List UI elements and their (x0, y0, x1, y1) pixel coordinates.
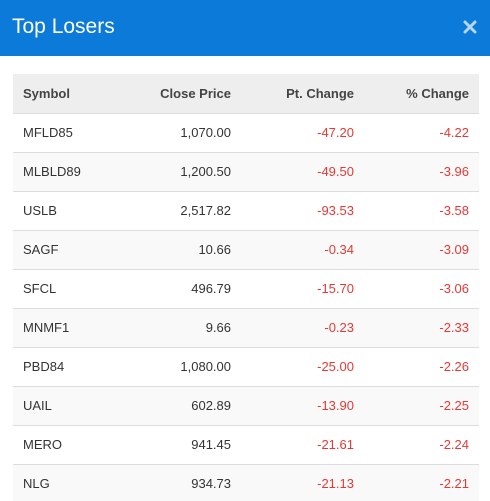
pct-change-cell: -2.33 (439, 320, 469, 335)
close-price-cell: 10.66 (198, 242, 231, 257)
pt-change-cell: -13.90 (317, 398, 354, 413)
pt-change-cell: -47.20 (317, 125, 354, 140)
close-icon (463, 20, 477, 34)
close-price-cell: 2,517.82 (180, 203, 231, 218)
pct-change-cell: -2.26 (439, 359, 469, 374)
pct-change-cell: -3.96 (439, 164, 469, 179)
symbol-cell: PBD84 (23, 359, 65, 374)
modal-title: Top Losers (12, 15, 115, 38)
pct-change-cell: -2.21 (439, 476, 469, 491)
close-price-cell: 602.89 (191, 398, 231, 413)
symbol-cell: MERO (23, 437, 62, 452)
table-row[interactable]: SAGF 10.66 -0.34 -3.09 (13, 230, 479, 269)
pt-change-cell: -25.00 (317, 359, 354, 374)
table-header: Symbol Close Price Pt. Change % Change (13, 74, 479, 114)
pct-change-cell: -3.58 (439, 203, 469, 218)
table-row[interactable]: MFLD85 1,070.00 -47.20 -4.22 (13, 113, 479, 152)
column-header-pt-change[interactable]: Pt. Change (241, 74, 364, 114)
symbol-cell: MNMF1 (23, 320, 70, 335)
close-price-cell: 1,200.50 (180, 164, 231, 179)
table-row[interactable]: MNMF1 9.66 -0.23 -2.33 (13, 308, 479, 347)
symbol-cell: UAIL (23, 398, 52, 413)
pct-change-cell: -2.25 (439, 398, 469, 413)
column-header-close-price[interactable]: Close Price (116, 74, 241, 114)
modal-header: Top Losers (0, 0, 490, 56)
symbol-cell: USLB (23, 203, 57, 218)
table-row[interactable]: UAIL 602.89 -13.90 -2.25 (13, 386, 479, 425)
pt-change-cell: -93.53 (317, 203, 354, 218)
table-row[interactable]: MERO 941.45 -21.61 -2.24 (13, 425, 479, 464)
close-price-cell: 941.45 (191, 437, 231, 452)
table-row[interactable]: PBD84 1,080.00 -25.00 -2.26 (13, 347, 479, 386)
table-body: MFLD85 1,070.00 -47.20 -4.22 MLBLD89 1,2… (13, 113, 479, 501)
close-button[interactable] (462, 19, 478, 35)
pt-change-cell: -15.70 (317, 281, 354, 296)
symbol-cell: MLBLD89 (23, 164, 81, 179)
pct-change-cell: -2.24 (439, 437, 469, 452)
pt-change-cell: -21.61 (317, 437, 354, 452)
symbol-cell: SFCL (23, 281, 57, 296)
losers-table-container: Symbol Close Price Pt. Change % Change M… (13, 74, 479, 501)
close-price-cell: 496.79 (191, 281, 231, 296)
close-price-cell: 1,080.00 (180, 359, 231, 374)
column-header-pct-change[interactable]: % Change (364, 74, 479, 114)
pt-change-cell: -21.13 (317, 476, 354, 491)
close-price-cell: 934.73 (191, 476, 231, 491)
table-row[interactable]: USLB 2,517.82 -93.53 -3.58 (13, 191, 479, 230)
close-price-cell: 9.66 (205, 320, 231, 335)
pct-change-cell: -4.22 (439, 125, 469, 140)
table-row[interactable]: SFCL 496.79 -15.70 -3.06 (13, 269, 479, 308)
close-price-cell: 1,070.00 (180, 125, 231, 140)
pt-change-cell: -0.23 (324, 320, 354, 335)
table-header-row: Symbol Close Price Pt. Change % Change (13, 74, 479, 114)
pct-change-cell: -3.09 (439, 242, 469, 257)
symbol-cell: NLG (23, 476, 50, 491)
pt-change-cell: -0.34 (324, 242, 354, 257)
column-header-symbol[interactable]: Symbol (13, 74, 116, 114)
losers-table: Symbol Close Price Pt. Change % Change M… (13, 74, 479, 501)
table-row[interactable]: NLG 934.73 -21.13 -2.21 (13, 464, 479, 501)
pt-change-cell: -49.50 (317, 164, 354, 179)
table-row[interactable]: MLBLD89 1,200.50 -49.50 -3.96 (13, 152, 479, 191)
symbol-cell: MFLD85 (23, 125, 73, 140)
symbol-cell: SAGF (23, 242, 59, 257)
pct-change-cell: -3.06 (439, 281, 469, 296)
